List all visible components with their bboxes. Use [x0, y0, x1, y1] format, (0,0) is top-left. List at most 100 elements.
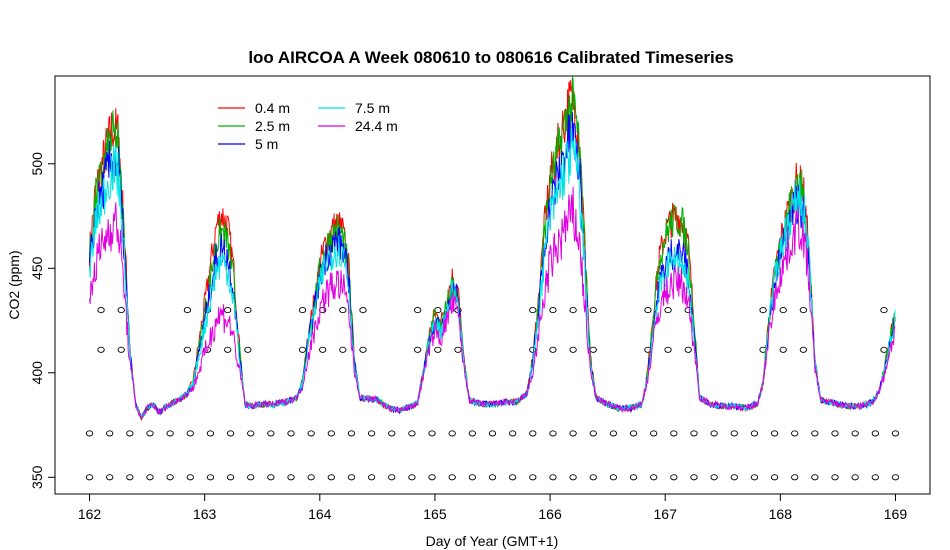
flag-marker [434, 346, 442, 353]
x-tick-label: 165 [423, 506, 447, 522]
flag-marker [549, 474, 557, 481]
flag-marker [684, 346, 692, 353]
flag-marker [359, 346, 367, 353]
y-tick-label: 400 [29, 361, 45, 385]
flag-marker [367, 474, 376, 481]
flag-marker [609, 430, 618, 437]
flag-marker [146, 474, 154, 481]
flag-marker [244, 346, 252, 353]
flag-marker [267, 430, 275, 437]
flag-marker [414, 346, 422, 353]
flag-marker [871, 430, 879, 437]
flag-marker [730, 474, 738, 481]
flag-marker [319, 307, 327, 314]
flag-marker [347, 430, 356, 437]
flag-marker [117, 307, 125, 314]
flag-marker [508, 430, 517, 437]
series-line [89, 128, 896, 419]
flag-marker [206, 474, 215, 481]
flag-marker [770, 430, 779, 437]
flag-marker [529, 307, 537, 314]
flag-marker [684, 307, 692, 314]
flag-marker [126, 430, 134, 437]
x-tick-label: 162 [78, 506, 102, 522]
flag-marker [226, 430, 235, 437]
flag-marker [831, 430, 839, 437]
flag-marker [891, 430, 900, 437]
chart-title: loo AIRCOA A Week 080610 to 080616 Calib… [248, 48, 733, 67]
flag-marker [347, 474, 356, 481]
flag-marker [529, 346, 537, 353]
flag-marker [448, 474, 456, 481]
flag-marker [670, 474, 678, 481]
flag-marker [549, 346, 557, 353]
flag-marker [569, 346, 577, 353]
flag-marker [569, 474, 577, 481]
x-tick-label: 167 [654, 506, 678, 522]
flag-marker [690, 430, 698, 437]
series-lines [89, 76, 896, 421]
x-tick-label: 169 [884, 506, 908, 522]
flag-marker [791, 430, 799, 437]
flag-marker [367, 430, 376, 437]
flag-marker [454, 346, 462, 353]
flag-marker [750, 430, 759, 437]
flag-marker [247, 474, 255, 481]
flag-marker [529, 430, 537, 437]
flag-marker [650, 430, 658, 437]
flag-marker [126, 474, 134, 481]
flag-marker [871, 474, 879, 481]
flag-marker [629, 430, 638, 437]
x-tick-label: 164 [308, 506, 332, 522]
flag-marker [359, 307, 367, 314]
x-tick-label: 163 [193, 506, 217, 522]
flag-marker [779, 346, 787, 353]
series-line [89, 78, 896, 421]
flag-marker [388, 430, 396, 437]
flag-marker [831, 474, 839, 481]
flag-marker [97, 346, 105, 353]
series-line [89, 76, 896, 419]
flag-marker [388, 474, 396, 481]
flag-marker [488, 430, 497, 437]
flag-marker [880, 307, 888, 314]
y-tick-label: 450 [29, 256, 45, 280]
flag-marker [85, 474, 94, 481]
flag-marker [247, 430, 255, 437]
flag-marker [609, 474, 618, 481]
flag-marker [650, 474, 658, 481]
flag-marker [549, 430, 557, 437]
flag-marker [203, 346, 212, 353]
flag-marker [428, 474, 436, 481]
plot-frame [54, 75, 931, 495]
y-axis: 350 400 450 500 [29, 152, 56, 489]
flag-marker [117, 346, 125, 353]
flag-marker [327, 474, 335, 481]
x-tick-label: 168 [769, 506, 793, 522]
flag-marker [851, 430, 859, 437]
flag-marker [730, 430, 738, 437]
legend-label: 2.5 m [255, 118, 290, 134]
flag-marker [750, 474, 759, 481]
legend-label: 7.5 m [355, 100, 390, 116]
flag-marker [664, 307, 672, 314]
flag-marker [146, 430, 154, 437]
legend-label: 0.4 m [255, 100, 290, 116]
flag-marker [710, 430, 718, 437]
flag-marker [710, 474, 718, 481]
flag-marker [770, 474, 779, 481]
flag-marker [287, 474, 295, 481]
flag-marker [428, 430, 436, 437]
flag-marker [224, 346, 232, 353]
flag-marker [799, 346, 808, 353]
x-axis-title: Day of Year (GMT+1) [426, 533, 559, 549]
flag-marker [799, 307, 808, 314]
y-axis-title: CO2 (ppm) [6, 250, 22, 319]
flag-marker [298, 346, 307, 353]
flag-marker [206, 430, 215, 437]
legend: 0.4 m 2.5 m 5 m 7.5 m 24.4 m [218, 100, 398, 152]
series-line [89, 186, 896, 418]
flag-marker [759, 307, 767, 314]
flag-marker [97, 307, 105, 314]
